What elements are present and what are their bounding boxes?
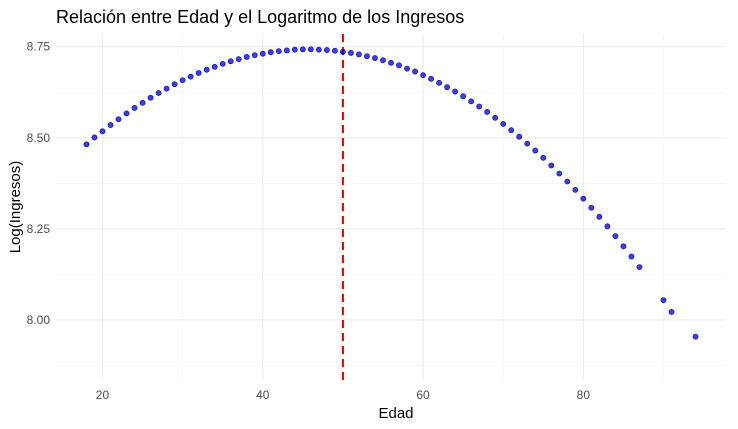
data-point — [171, 81, 178, 88]
data-point — [139, 99, 146, 106]
x-tick-label: 60 — [416, 388, 430, 402]
data-point — [203, 66, 210, 73]
data-point — [660, 297, 667, 304]
data-point — [356, 51, 362, 58]
data-point — [163, 85, 170, 92]
data-point — [556, 170, 563, 177]
y-tick-label: 8.75 — [27, 40, 51, 54]
data-point — [291, 46, 298, 53]
data-point — [692, 333, 699, 340]
y-tick-label: 8.50 — [27, 131, 51, 145]
data-point — [380, 57, 386, 64]
data-point — [436, 79, 442, 86]
data-point — [516, 133, 523, 140]
data-point — [524, 140, 531, 147]
data-point — [580, 195, 587, 202]
y-axis-title: Log(Ingresos) — [7, 161, 24, 254]
data-point — [123, 110, 130, 117]
data-point — [115, 116, 122, 123]
data-point — [564, 178, 571, 185]
data-point — [131, 105, 138, 111]
x-tick-label: 40 — [256, 388, 270, 402]
data-point — [372, 55, 378, 61]
y-tick-labels: 8.00 8.25 8.50 8.75 — [27, 40, 51, 327]
x-tick-labels: 20 40 60 80 — [96, 388, 591, 402]
data-point — [315, 46, 322, 53]
data-point — [219, 60, 226, 67]
data-point — [340, 48, 346, 55]
data-point — [620, 243, 627, 250]
x-tick-label: 80 — [577, 388, 591, 402]
data-point — [155, 90, 162, 96]
data-point — [259, 50, 266, 57]
data-point — [195, 70, 202, 76]
data-point — [404, 65, 410, 72]
data-point — [211, 63, 218, 70]
data-point — [668, 308, 675, 315]
data-point — [572, 186, 579, 193]
x-tick-label: 20 — [96, 388, 110, 402]
data-point — [468, 98, 475, 105]
data-point — [588, 204, 595, 211]
data-point — [412, 68, 418, 75]
data-point — [331, 47, 338, 54]
data-point — [283, 47, 290, 54]
x-axis-title: Edad — [378, 405, 413, 422]
data-point — [396, 62, 402, 69]
data-points — [83, 46, 699, 340]
data-point — [428, 75, 434, 82]
data-point — [612, 233, 619, 240]
data-point — [388, 59, 394, 66]
data-point — [444, 84, 451, 91]
data-point — [99, 128, 106, 135]
data-point — [492, 114, 499, 121]
data-point — [307, 46, 314, 53]
data-point — [147, 94, 154, 101]
data-point — [187, 73, 194, 80]
data-point — [452, 88, 459, 95]
chart-title: Relación entre Edad y el Logaritmo de lo… — [56, 7, 464, 27]
data-point — [532, 147, 539, 154]
data-point — [243, 54, 250, 60]
data-point — [636, 264, 643, 270]
data-point — [508, 127, 515, 134]
data-point — [500, 121, 507, 127]
data-point — [540, 154, 547, 161]
data-point — [420, 72, 426, 79]
data-point — [267, 49, 274, 56]
data-point — [235, 56, 242, 63]
data-point — [83, 141, 90, 148]
data-point — [251, 52, 258, 59]
data-point — [227, 58, 234, 65]
data-point — [323, 47, 330, 53]
data-point — [299, 46, 306, 53]
data-point — [179, 77, 186, 84]
data-point — [460, 93, 467, 100]
data-point — [484, 109, 491, 115]
data-point — [275, 48, 282, 55]
grid — [56, 34, 726, 380]
data-point — [628, 253, 635, 260]
y-tick-label: 8.25 — [27, 222, 51, 236]
data-point — [548, 162, 555, 169]
y-tick-label: 8.00 — [27, 313, 51, 327]
data-point — [364, 53, 370, 60]
data-point — [107, 122, 114, 128]
data-point — [596, 213, 603, 220]
data-point — [91, 134, 98, 141]
data-point — [476, 103, 483, 110]
data-point — [604, 223, 611, 230]
data-point — [348, 50, 354, 56]
